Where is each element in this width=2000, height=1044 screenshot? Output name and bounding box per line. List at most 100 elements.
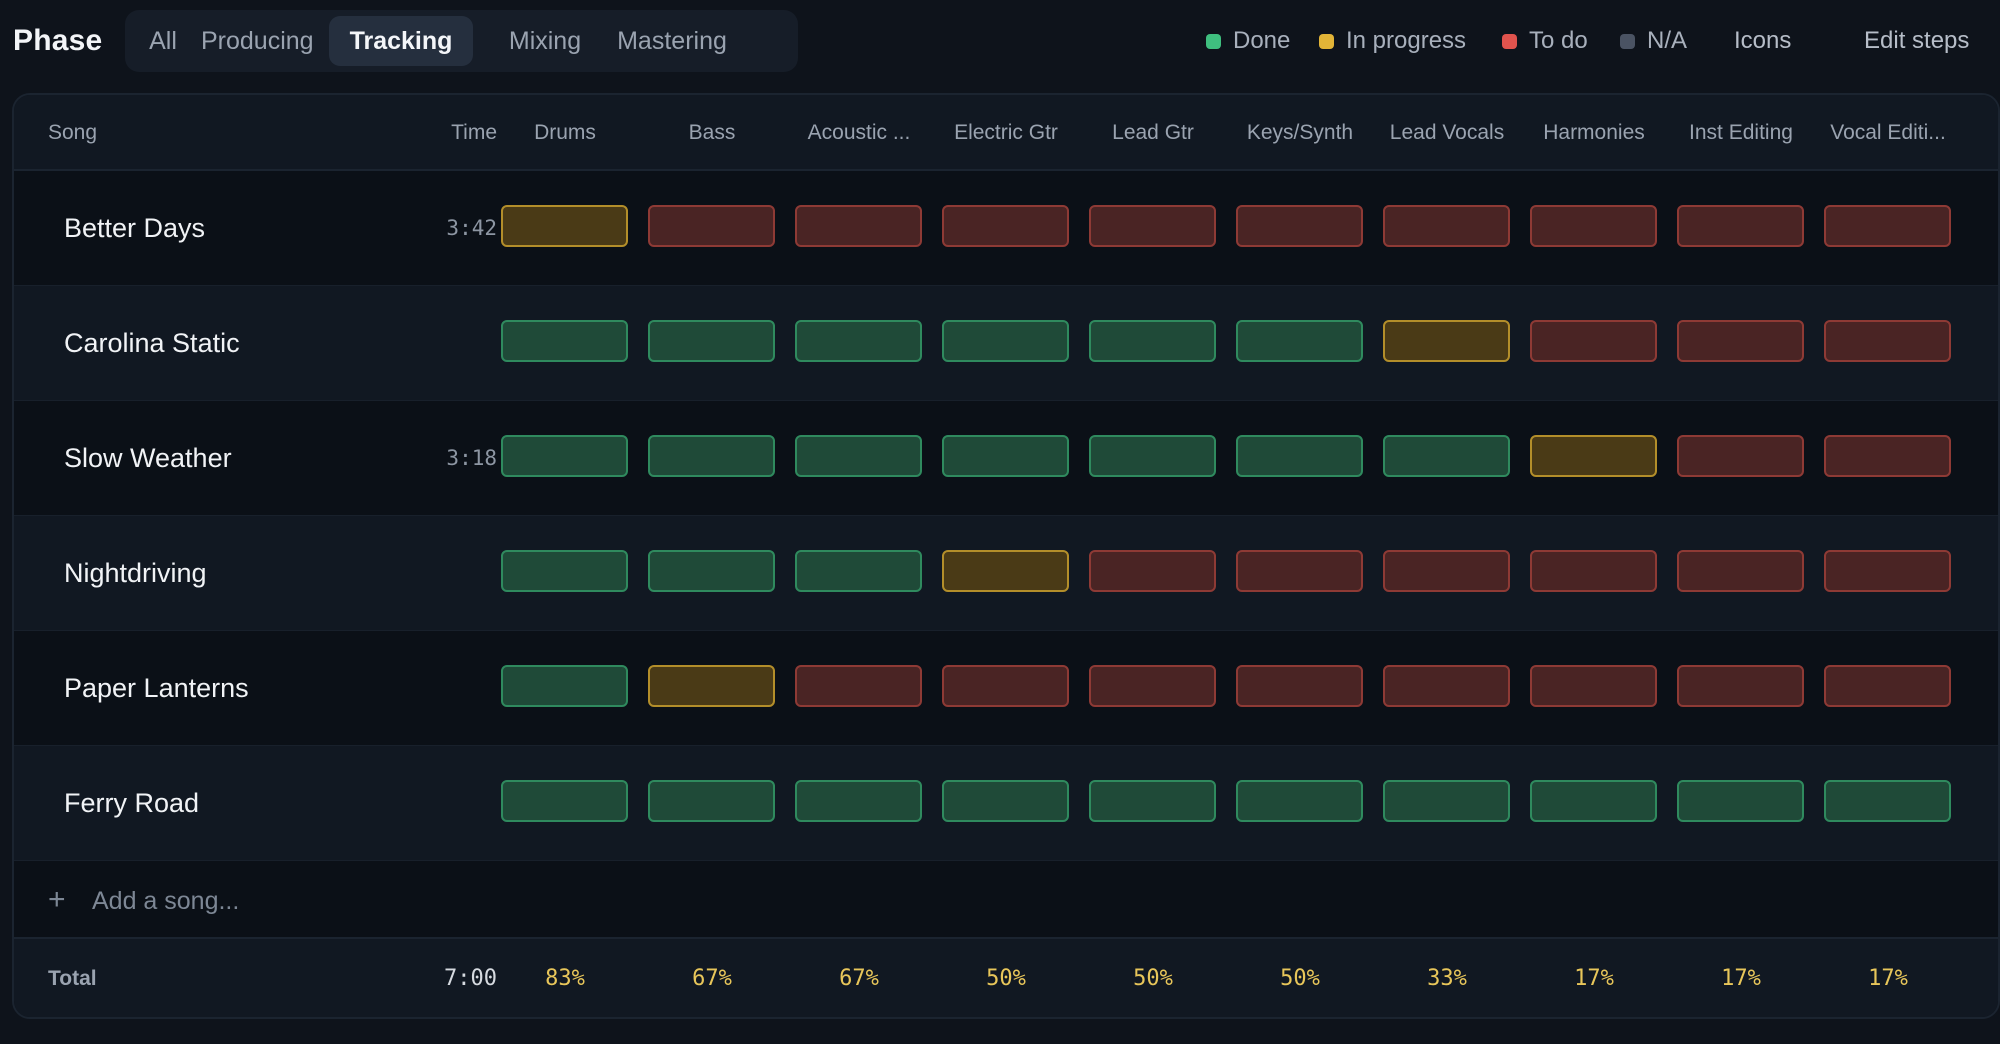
status-cell-todo[interactable]: [1236, 665, 1363, 707]
status-cell-progress[interactable]: [648, 665, 775, 707]
status-cell-todo[interactable]: [1530, 205, 1657, 247]
tracking-table: Song Time Drums Bass Acoustic ... Electric …: [12, 93, 2000, 1019]
tab-mixing[interactable]: Mixing: [508, 27, 582, 55]
icons-button[interactable]: Icons: [1734, 27, 1792, 54]
song-name[interactable]: Slow Weather: [64, 443, 232, 473]
status-cell-done[interactable]: [1236, 780, 1363, 822]
status-cell-done[interactable]: [648, 780, 775, 822]
step-column-header[interactable]: Lead Gtr: [1112, 121, 1194, 144]
status-cell-todo[interactable]: [1824, 320, 1951, 362]
add-song-input[interactable]: [90, 877, 694, 925]
phase-tabs: All Producing Tracking Mixing Mastering: [125, 10, 798, 72]
tab-all[interactable]: All: [149, 27, 177, 55]
status-cell-done[interactable]: [501, 780, 628, 822]
status-cell-done[interactable]: [1089, 320, 1216, 362]
step-column-header[interactable]: Inst Editing: [1689, 121, 1793, 144]
status-cell-todo[interactable]: [1089, 665, 1216, 707]
status-cell-done[interactable]: [648, 320, 775, 362]
step-column-header[interactable]: Bass: [688, 121, 736, 144]
status-cell-todo[interactable]: [1677, 320, 1804, 362]
status-cell-todo[interactable]: [1383, 205, 1510, 247]
status-cell-done[interactable]: [795, 320, 922, 362]
status-cell-done[interactable]: [795, 780, 922, 822]
total-time: 7:00: [444, 966, 497, 991]
status-cell-done[interactable]: [795, 435, 922, 477]
status-cell-todo[interactable]: [1089, 550, 1216, 592]
status-cell-todo[interactable]: [795, 205, 922, 247]
step-column-header[interactable]: Electric Gtr: [954, 121, 1058, 144]
song-time: [409, 286, 497, 401]
status-cell-todo[interactable]: [648, 205, 775, 247]
status-cell-done[interactable]: [648, 550, 775, 592]
status-cell-progress[interactable]: [501, 205, 628, 247]
song-time: [409, 631, 497, 746]
step-total-percent: 17%: [1868, 966, 1908, 991]
song-row: Nightdriving: [14, 516, 1998, 631]
step-column-header[interactable]: Drums: [534, 121, 596, 144]
status-cell-done[interactable]: [1089, 435, 1216, 477]
song-column-header: Song: [48, 121, 98, 144]
status-cell-todo[interactable]: [942, 665, 1069, 707]
status-cell-done[interactable]: [1824, 780, 1951, 822]
status-cell-todo[interactable]: [1530, 320, 1657, 362]
status-cell-done[interactable]: [1089, 780, 1216, 822]
status-cell-done[interactable]: [942, 320, 1069, 362]
song-name[interactable]: Better Days: [64, 213, 206, 243]
status-cell-done[interactable]: [1236, 435, 1363, 477]
step-column-header[interactable]: Keys/Synth: [1246, 121, 1354, 144]
status-cell-progress[interactable]: [1530, 435, 1657, 477]
edit-steps-button[interactable]: Edit steps: [1864, 27, 1970, 54]
status-cell-done[interactable]: [795, 550, 922, 592]
song-time: 3:18: [446, 446, 497, 470]
status-cell-todo[interactable]: [1383, 550, 1510, 592]
status-cell-progress[interactable]: [1383, 320, 1510, 362]
step-column-header[interactable]: Acoustic ...: [807, 121, 911, 144]
status-cell-done[interactable]: [1677, 780, 1804, 822]
total-label: Total: [48, 967, 97, 990]
song-name[interactable]: Nightdriving: [64, 558, 207, 588]
status-cell-todo[interactable]: [1236, 205, 1363, 247]
status-cell-done[interactable]: [501, 320, 628, 362]
status-cell-todo[interactable]: [1824, 665, 1951, 707]
status-cell-todo[interactable]: [795, 665, 922, 707]
status-cell-done[interactable]: [1236, 320, 1363, 362]
status-cell-progress[interactable]: [942, 550, 1069, 592]
status-cell-todo[interactable]: [1824, 550, 1951, 592]
status-cell-todo[interactable]: [1089, 205, 1216, 247]
status-cell-todo[interactable]: [1236, 550, 1363, 592]
status-cell-todo[interactable]: [1383, 665, 1510, 707]
step-total-percent: 50%: [986, 966, 1026, 991]
tab-tracking[interactable]: Tracking: [329, 16, 473, 66]
status-cell-done[interactable]: [942, 435, 1069, 477]
status-cell-done[interactable]: [1530, 780, 1657, 822]
status-cell-done[interactable]: [1383, 435, 1510, 477]
status-cell-todo[interactable]: [1530, 550, 1657, 592]
status-cell-todo[interactable]: [1677, 205, 1804, 247]
status-cell-todo[interactable]: [1824, 435, 1951, 477]
status-cell-todo[interactable]: [1530, 665, 1657, 707]
legend-swatch-icon: [1620, 34, 1635, 49]
status-cell-todo[interactable]: [942, 205, 1069, 247]
add-song-plus-icon[interactable]: +: [48, 883, 66, 916]
status-cell-done[interactable]: [1383, 780, 1510, 822]
status-cell-todo[interactable]: [1677, 665, 1804, 707]
step-column-header[interactable]: Lead Vocals: [1389, 121, 1505, 144]
status-cell-done[interactable]: [501, 435, 628, 477]
step-column-header[interactable]: Harmonies: [1543, 121, 1645, 144]
status-cell-todo[interactable]: [1824, 205, 1951, 247]
status-cell-done[interactable]: [648, 435, 775, 477]
legend-swatch-icon: [1502, 34, 1517, 49]
song-name[interactable]: Carolina Static: [64, 328, 240, 358]
song-name[interactable]: Ferry Road: [64, 788, 200, 818]
status-cell-done[interactable]: [501, 665, 628, 707]
tab-producing[interactable]: Producing: [201, 27, 314, 55]
status-cell-done[interactable]: [942, 780, 1069, 822]
status-cell-todo[interactable]: [1677, 435, 1804, 477]
table-header: Song Time Drums Bass Acoustic ... Electric …: [14, 95, 1998, 171]
status-cell-done[interactable]: [501, 550, 628, 592]
step-column-header[interactable]: Vocal Editi...: [1830, 121, 1946, 144]
step-total-percent: 17%: [1721, 966, 1761, 991]
tab-mastering[interactable]: Mastering: [617, 27, 727, 55]
status-cell-todo[interactable]: [1677, 550, 1804, 592]
song-name[interactable]: Paper Lanterns: [64, 673, 249, 703]
